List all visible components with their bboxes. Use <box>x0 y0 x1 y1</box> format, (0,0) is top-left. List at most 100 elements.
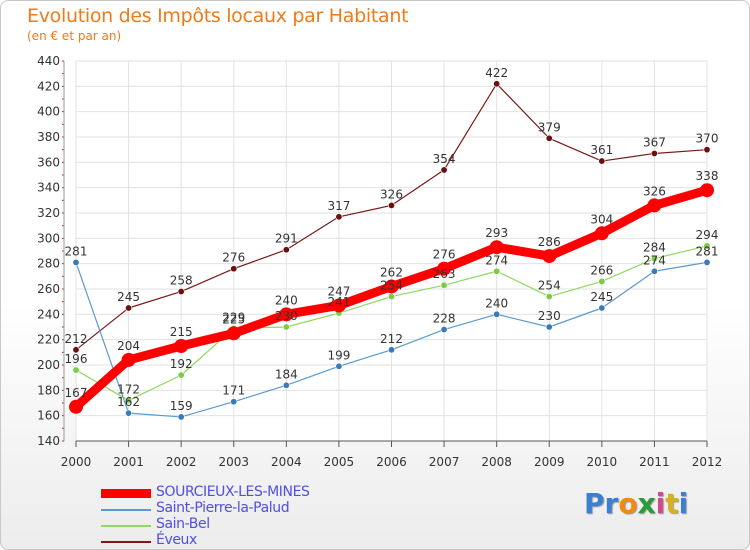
data-label: 281 <box>696 244 719 258</box>
data-point <box>230 265 238 273</box>
data-label: 212 <box>380 332 403 346</box>
legend-swatch <box>101 509 151 511</box>
data-point <box>387 201 395 209</box>
y-tick-label: 440 <box>37 54 60 68</box>
data-label-layer: 212 245 258 276 291 317 326 354 422 379 361 367 370 1… <box>65 66 719 413</box>
data-point <box>545 323 553 331</box>
data-label: 291 <box>275 232 298 246</box>
y-tick-label: 420 <box>37 79 60 93</box>
chart-title: Evolution des Impôts locaux par Habitant <box>27 5 409 27</box>
data-point <box>545 134 553 142</box>
data-point <box>437 261 452 276</box>
data-point <box>387 346 395 354</box>
data-label: 229 <box>222 310 245 324</box>
data-label: 245 <box>590 290 613 304</box>
data-point <box>331 298 346 313</box>
data-label: 326 <box>380 187 403 201</box>
data-point <box>125 409 133 417</box>
data-point <box>125 396 133 404</box>
data-label: 294 <box>696 228 719 242</box>
data-point <box>703 258 711 266</box>
data-label: 171 <box>222 384 245 398</box>
x-tick-label: 2001 <box>113 455 144 469</box>
data-point <box>282 381 290 389</box>
data-label: 274 <box>643 253 666 267</box>
data-label: 422 <box>485 66 508 80</box>
series-layer <box>69 80 714 421</box>
y-tick-label: 400 <box>37 105 60 119</box>
data-point <box>700 183 714 198</box>
data-point <box>72 366 80 374</box>
data-point <box>493 80 501 88</box>
data-label: 293 <box>485 226 508 240</box>
data-point <box>545 293 553 301</box>
data-point <box>335 213 343 221</box>
data-label: 204 <box>117 339 140 353</box>
data-label: 286 <box>538 235 561 249</box>
data-point <box>650 255 658 263</box>
data-point <box>650 149 658 157</box>
data-point <box>69 399 83 414</box>
x-tick-label: 2008 <box>481 455 512 469</box>
proxiti-logo: Proxiti <box>584 487 689 520</box>
data-point <box>598 157 606 165</box>
x-tick-label: 2011 <box>639 455 670 469</box>
data-label: 245 <box>117 290 140 304</box>
legend-swatch <box>101 541 151 543</box>
data-point <box>489 240 504 255</box>
data-label: 240 <box>275 293 298 307</box>
data-label: 379 <box>538 120 561 134</box>
data-point <box>177 371 185 379</box>
x-tick-label: 2006 <box>376 455 407 469</box>
x-tick-label: 2002 <box>166 455 197 469</box>
data-label: 274 <box>485 253 508 267</box>
data-point <box>279 307 294 322</box>
data-label: 266 <box>590 263 613 277</box>
data-point <box>598 277 606 285</box>
data-label: 276 <box>222 251 245 265</box>
legend-label: Saint-Pierre-la-Palud <box>156 500 290 516</box>
data-label: 159 <box>170 399 193 413</box>
y-tick-label: 200 <box>37 358 60 372</box>
y-tick-label: 220 <box>37 333 60 347</box>
data-label: 326 <box>643 184 666 198</box>
legend-swatch <box>101 525 151 527</box>
data-point <box>177 413 185 421</box>
data-label: 262 <box>380 265 403 279</box>
data-label: 192 <box>170 357 193 371</box>
data-label: 254 <box>538 279 561 293</box>
data-label: 276 <box>433 248 456 262</box>
data-point <box>226 326 241 341</box>
data-label: 254 <box>380 279 403 293</box>
legend-label: Sain-Bel <box>156 516 210 532</box>
data-point <box>282 323 290 331</box>
x-tick-label: 2009 <box>534 455 565 469</box>
data-point <box>493 267 501 275</box>
data-label: 263 <box>433 267 456 281</box>
data-point <box>440 281 448 289</box>
data-point <box>177 288 185 296</box>
data-label: 240 <box>485 296 508 310</box>
data-label: 304 <box>590 212 613 226</box>
grid-layer <box>75 60 708 442</box>
data-label: 284 <box>643 241 666 255</box>
data-point <box>230 398 238 406</box>
data-point <box>121 352 136 367</box>
x-tick-label: 2005 <box>324 455 355 469</box>
data-label: 338 <box>696 169 719 183</box>
data-point <box>125 304 133 312</box>
x-tick-label: 2004 <box>271 455 302 469</box>
x-tick-label: 2010 <box>587 455 618 469</box>
data-point <box>703 146 711 154</box>
data-point <box>384 279 399 294</box>
data-label: 215 <box>170 325 193 339</box>
y-tick-label: 240 <box>37 307 60 321</box>
data-label: 167 <box>65 386 88 400</box>
data-label: 184 <box>275 367 298 381</box>
chart-subtitle: (en € et par an) <box>27 29 122 43</box>
data-point <box>493 310 501 318</box>
axes-layer: 140 160 180 200 220 240 260 280 300 320 340 360 380 4… <box>37 54 722 469</box>
data-label: 228 <box>433 312 456 326</box>
data-label: 230 <box>275 309 298 323</box>
